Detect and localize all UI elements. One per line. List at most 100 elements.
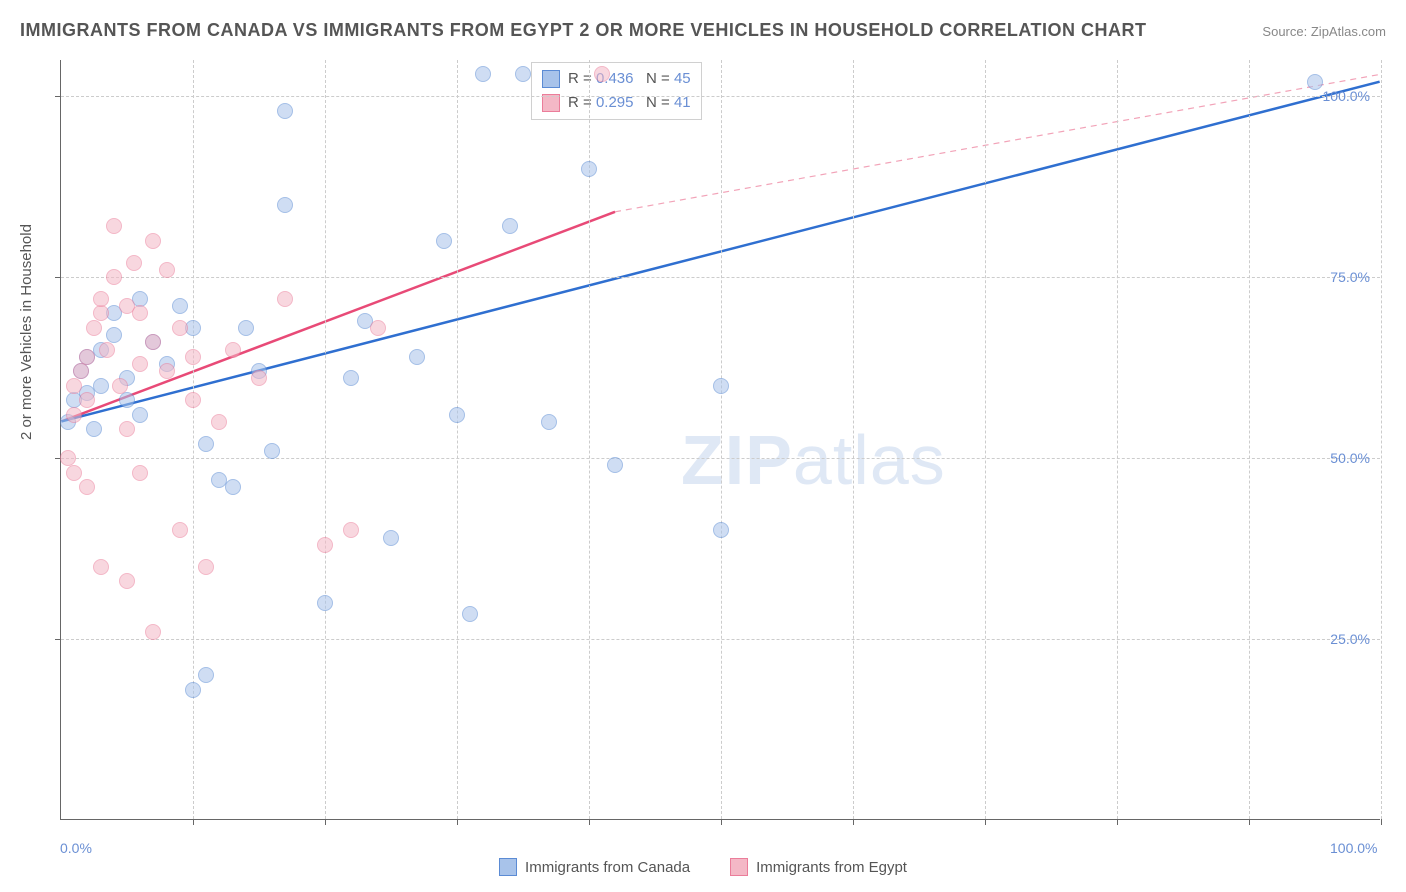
data-point: [198, 436, 214, 452]
data-point: [159, 363, 175, 379]
data-point: [251, 370, 267, 386]
data-point: [66, 378, 82, 394]
legend-label: Immigrants from Canada: [525, 859, 690, 876]
source-label: Source:: [1262, 24, 1307, 39]
legend-label: Immigrants from Egypt: [756, 859, 907, 876]
x-tick: [1249, 819, 1250, 825]
data-point: [185, 349, 201, 365]
data-point: [119, 421, 135, 437]
data-point: [93, 559, 109, 575]
y-tick: [55, 277, 61, 278]
data-point: [79, 479, 95, 495]
data-point: [264, 443, 280, 459]
grid-vertical: [1381, 60, 1382, 819]
grid-vertical: [853, 60, 854, 819]
x-tick: [193, 819, 194, 825]
series-legend: Immigrants from Canada Immigrants from Eg…: [0, 858, 1406, 880]
source-attribution: Source: ZipAtlas.com: [1262, 24, 1386, 39]
x-tick: [985, 819, 986, 825]
y-tick-label: 25.0%: [1330, 631, 1370, 647]
data-point: [541, 414, 557, 430]
data-point: [86, 421, 102, 437]
data-point: [502, 218, 518, 234]
data-point: [145, 334, 161, 350]
data-point: [475, 66, 491, 82]
data-point: [713, 522, 729, 538]
data-point: [449, 407, 465, 423]
legend-stats: R = 0.295 N = 41: [568, 91, 691, 115]
grid-horizontal: [61, 458, 1380, 459]
data-point: [119, 392, 135, 408]
data-point: [607, 457, 623, 473]
data-point: [79, 392, 95, 408]
data-point: [73, 363, 89, 379]
grid-vertical: [1249, 60, 1250, 819]
data-point: [198, 667, 214, 683]
data-point: [66, 465, 82, 481]
data-point: [86, 320, 102, 336]
data-point: [172, 522, 188, 538]
scatter-chart: ZIPatlas R = 0.436 N = 45R = 0.295 N = 4…: [60, 60, 1380, 820]
data-point: [172, 320, 188, 336]
data-point: [185, 682, 201, 698]
y-axis-label: 2 or more Vehicles in Household: [18, 224, 35, 440]
grid-horizontal: [61, 96, 1380, 97]
data-point: [185, 392, 201, 408]
grid-vertical: [457, 60, 458, 819]
data-point: [93, 291, 109, 307]
data-point: [132, 407, 148, 423]
watermark-bold: ZIP: [681, 421, 793, 499]
data-point: [594, 66, 610, 82]
legend-swatch: [542, 70, 560, 88]
source-value: ZipAtlas.com: [1311, 24, 1386, 39]
data-point: [343, 370, 359, 386]
data-point: [277, 291, 293, 307]
x-tick: [589, 819, 590, 825]
data-point: [211, 414, 227, 430]
data-point: [172, 298, 188, 314]
data-point: [277, 197, 293, 213]
watermark-rest: atlas: [793, 421, 946, 499]
data-point: [79, 349, 95, 365]
grid-vertical: [985, 60, 986, 819]
legend-row: R = 0.295 N = 41: [542, 91, 691, 115]
data-point: [515, 66, 531, 82]
x-tick: [853, 819, 854, 825]
x-tick: [457, 819, 458, 825]
data-point: [198, 559, 214, 575]
data-point: [436, 233, 452, 249]
data-point: [99, 342, 115, 358]
trend-line: [615, 74, 1380, 211]
data-point: [132, 356, 148, 372]
data-point: [343, 522, 359, 538]
grid-vertical: [1117, 60, 1118, 819]
data-point: [225, 342, 241, 358]
chart-title: IMMIGRANTS FROM CANADA VS IMMIGRANTS FRO…: [20, 20, 1147, 41]
data-point: [238, 320, 254, 336]
y-tick-label: 100.0%: [1323, 88, 1370, 104]
data-point: [106, 269, 122, 285]
x-tick: [1381, 819, 1382, 825]
grid-vertical: [325, 60, 326, 819]
x-tick: [325, 819, 326, 825]
correlation-legend: R = 0.436 N = 45R = 0.295 N = 41: [531, 62, 702, 120]
data-point: [145, 233, 161, 249]
grid-vertical: [721, 60, 722, 819]
data-point: [126, 255, 142, 271]
grid-horizontal: [61, 639, 1380, 640]
legend-item: Immigrants from Egypt: [730, 858, 907, 876]
data-point: [106, 218, 122, 234]
data-point: [119, 573, 135, 589]
y-tick-label: 75.0%: [1330, 269, 1370, 285]
data-point: [370, 320, 386, 336]
data-point: [317, 595, 333, 611]
data-point: [132, 305, 148, 321]
data-point: [317, 537, 333, 553]
y-tick-label: 50.0%: [1330, 450, 1370, 466]
data-point: [159, 262, 175, 278]
data-point: [277, 103, 293, 119]
data-point: [66, 407, 82, 423]
data-point: [581, 161, 597, 177]
legend-stats: R = 0.436 N = 45: [568, 67, 691, 91]
grid-vertical: [193, 60, 194, 819]
